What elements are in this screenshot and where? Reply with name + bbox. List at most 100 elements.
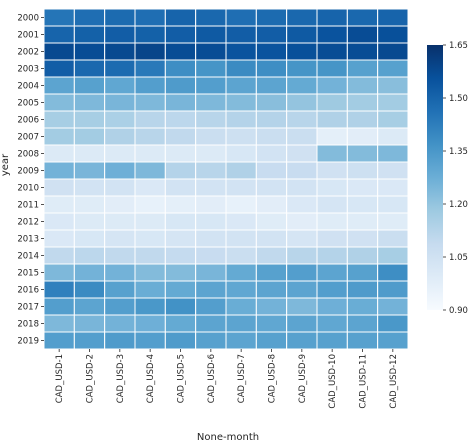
heatmap-cell bbox=[255, 127, 288, 146]
heatmap-cell bbox=[164, 59, 197, 78]
heatmap-cell bbox=[104, 297, 136, 316]
heatmap-cell bbox=[73, 8, 106, 27]
heatmap-cell bbox=[286, 195, 318, 214]
heatmap-cell bbox=[43, 8, 75, 27]
heatmap-cell bbox=[225, 144, 257, 163]
heatmap-cell bbox=[377, 76, 409, 95]
heatmap-cell bbox=[286, 42, 318, 61]
heatmap-cell bbox=[104, 246, 136, 265]
heatmap-cell bbox=[316, 314, 348, 333]
heatmap-cell bbox=[316, 127, 348, 146]
y-tick-label: 2011 bbox=[17, 201, 39, 211]
heatmap-cell bbox=[286, 246, 318, 265]
heatmap-cell bbox=[286, 110, 318, 129]
heatmap-cell bbox=[164, 246, 197, 265]
heatmap-cell bbox=[377, 144, 409, 163]
heatmap-cell bbox=[377, 161, 409, 180]
heatmap-cell bbox=[73, 297, 106, 316]
heatmap-cell bbox=[43, 127, 75, 146]
heatmap-cell bbox=[346, 161, 379, 180]
heatmap-cell bbox=[377, 93, 409, 112]
heatmap-cell bbox=[73, 280, 106, 299]
heatmap-cell bbox=[195, 195, 227, 214]
heatmap-cell bbox=[225, 331, 257, 350]
heatmap-cell bbox=[164, 314, 197, 333]
heatmap-cell bbox=[346, 144, 379, 163]
y-tick-label: 2014 bbox=[17, 252, 39, 262]
heatmap-cell bbox=[225, 212, 257, 231]
heatmap-cell bbox=[225, 8, 257, 27]
heatmap-cell bbox=[255, 212, 288, 231]
y-tick-label: 2015 bbox=[17, 269, 39, 279]
heatmap-cell bbox=[225, 59, 257, 78]
heatmap-cell bbox=[377, 280, 409, 299]
heatmap-cell bbox=[164, 229, 197, 248]
heatmap-cell bbox=[195, 331, 227, 350]
heatmap-cell bbox=[225, 314, 257, 333]
heatmap-cell bbox=[286, 212, 318, 231]
heatmap-cell bbox=[43, 76, 75, 95]
heatmap-cell bbox=[316, 263, 348, 282]
y-tick-label: 2018 bbox=[17, 320, 39, 330]
heatmap-cell bbox=[346, 59, 379, 78]
heatmap-cell bbox=[377, 110, 409, 129]
heatmap-cell bbox=[43, 263, 75, 282]
heatmap-cell bbox=[195, 59, 227, 78]
heatmap-cell bbox=[377, 297, 409, 316]
heatmap-cell bbox=[164, 161, 197, 180]
heatmap-cell bbox=[104, 25, 136, 44]
x-tick-label: CAD_USD-7 bbox=[237, 354, 247, 403]
y-tick-label: 2001 bbox=[17, 31, 39, 41]
heatmap-cell bbox=[134, 127, 166, 146]
colorbar-tick-label: 1.65 bbox=[449, 41, 468, 51]
heatmap-cell bbox=[195, 246, 227, 265]
heatmap-cell bbox=[73, 263, 106, 282]
heatmap-cell bbox=[377, 314, 409, 333]
y-tick-label: 2017 bbox=[17, 303, 39, 313]
heatmap-cell bbox=[43, 212, 75, 231]
heatmap-cell bbox=[346, 110, 379, 129]
heatmap-cell bbox=[255, 314, 288, 333]
heatmap-cell bbox=[134, 110, 166, 129]
heatmap-cell bbox=[134, 195, 166, 214]
heatmap-cell bbox=[346, 178, 379, 197]
heatmap-cell bbox=[255, 280, 288, 299]
y-tick-label: 2012 bbox=[17, 218, 39, 228]
heatmap-cell bbox=[377, 25, 409, 44]
y-tick-label: 2019 bbox=[17, 337, 39, 347]
heatmap-cell bbox=[164, 42, 197, 61]
heatmap-cell bbox=[104, 8, 136, 27]
heatmap-cell bbox=[346, 127, 379, 146]
heatmap-cell bbox=[134, 331, 166, 350]
heatmap-cell bbox=[346, 246, 379, 265]
heatmap-cell bbox=[134, 59, 166, 78]
heatmap-cell bbox=[377, 229, 409, 248]
heatmap-cell bbox=[104, 76, 136, 95]
heatmap-cell bbox=[377, 331, 409, 350]
y-tick-labels: 2000 2001 2002 2003 2004 2005 2006 2007 2008 2009… bbox=[17, 14, 44, 347]
heatmap-cell bbox=[286, 25, 318, 44]
heatmap-cell bbox=[104, 229, 136, 248]
heatmap-cell bbox=[255, 144, 288, 163]
heatmap-cell bbox=[225, 195, 257, 214]
heatmap-cell bbox=[225, 42, 257, 61]
x-tick-labels: CAD_USD-1 CAD_USD-2 CAD_USD-3 CAD_USD-4 CAD_… bbox=[55, 349, 399, 409]
heatmap-cell bbox=[164, 76, 197, 95]
heatmap-cell bbox=[195, 229, 227, 248]
heatmap-cell bbox=[134, 25, 166, 44]
heatmap-cell bbox=[286, 59, 318, 78]
heatmap-cell bbox=[164, 178, 197, 197]
heatmap-cell bbox=[164, 25, 197, 44]
heatmap-cell bbox=[104, 59, 136, 78]
heatmap-cell bbox=[43, 229, 75, 248]
y-tick-label: 2000 bbox=[17, 14, 39, 24]
heatmap-cell bbox=[225, 93, 257, 112]
heatmap-cell bbox=[73, 144, 106, 163]
heatmap-cell bbox=[195, 42, 227, 61]
heatmap-cell bbox=[73, 178, 106, 197]
y-tick-label: 2013 bbox=[17, 235, 39, 245]
heatmap-cell bbox=[164, 144, 197, 163]
heatmap-cell bbox=[316, 76, 348, 95]
heatmap-cell bbox=[73, 110, 106, 129]
colorbar-tick-label: 1.05 bbox=[449, 253, 468, 263]
